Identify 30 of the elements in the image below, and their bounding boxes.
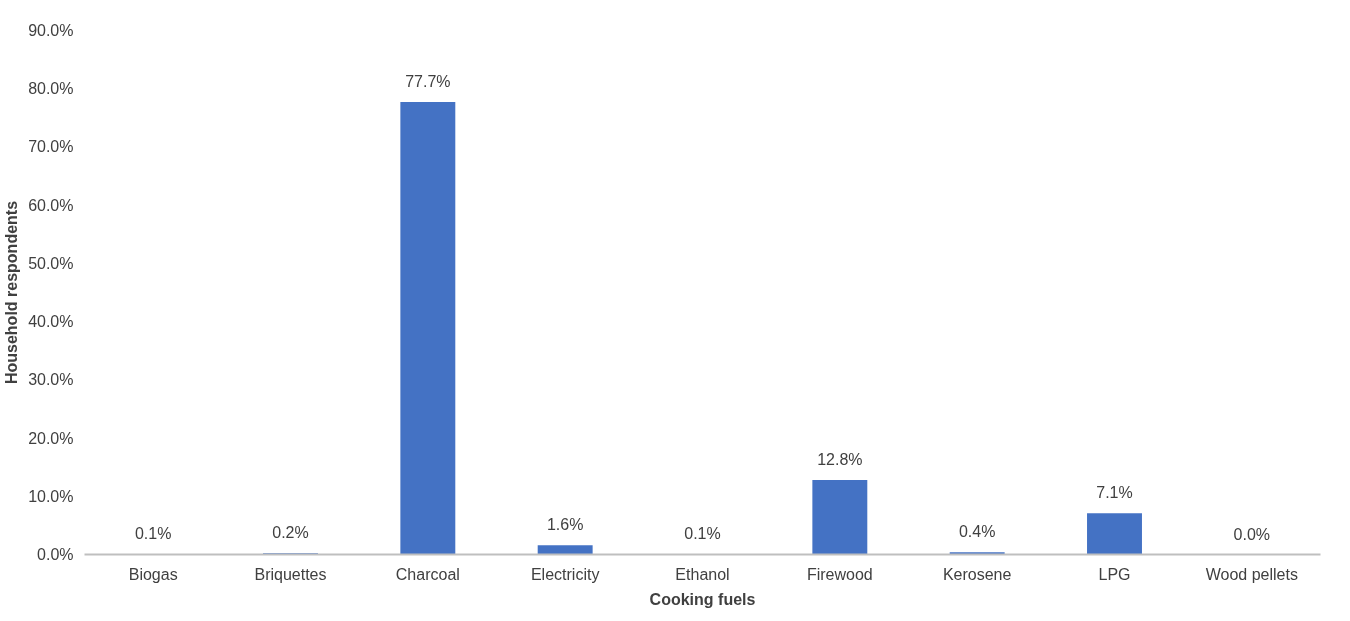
x-tick-label: Electricity [530, 565, 600, 583]
x-tick-label: Wood pellets [1205, 565, 1298, 583]
y-tick-label: 40.0% [28, 313, 74, 331]
data-label: 0.2% [272, 524, 309, 542]
data-label: 0.1% [684, 524, 721, 542]
data-label: 0.4% [958, 523, 996, 541]
data-label: 12.8% [817, 450, 863, 468]
x-axis-title: Cooking fuels [649, 590, 756, 608]
data-label: 0.0% [1233, 525, 1271, 543]
x-tick-label: Charcoal [395, 565, 460, 583]
x-tick-label: LPG [1098, 565, 1131, 583]
y-tick-label: 60.0% [28, 196, 74, 214]
x-tick-label: Ethanol [675, 565, 730, 583]
x-tick-label: Firewood [806, 565, 873, 583]
y-tick-label: 90.0% [28, 22, 74, 39]
y-tick-label: 10.0% [28, 487, 74, 505]
y-tick-label: 80.0% [28, 80, 74, 98]
data-label: 77.7% [405, 73, 451, 91]
y-tick-label: 20.0% [28, 429, 74, 447]
y-tick-label: 0.0% [37, 546, 74, 563]
x-tick-label: Briquettes [254, 565, 327, 583]
data-label: 7.1% [1096, 484, 1133, 502]
data-label: 0.1% [134, 524, 172, 542]
y-tick-label: 70.0% [28, 138, 74, 156]
x-tick-label: Kerosene [942, 565, 1012, 583]
y-tick-label: 50.0% [28, 254, 74, 272]
y-axis-title: Household respondents [3, 200, 21, 385]
x-tick-label: Biogas [128, 565, 178, 583]
y-tick-label: 30.0% [28, 371, 74, 389]
data-label: 1.6% [546, 516, 584, 534]
